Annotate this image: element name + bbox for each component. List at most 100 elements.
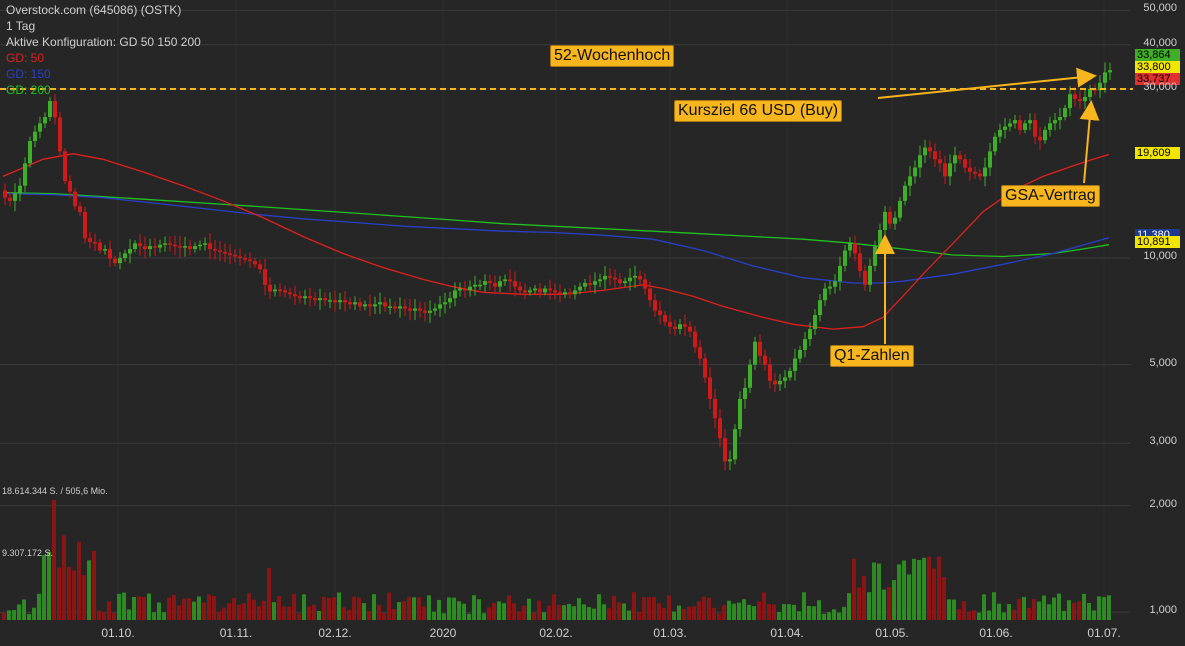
candle-body bbox=[103, 249, 107, 251]
candle-body bbox=[598, 279, 602, 282]
volume-bar bbox=[992, 592, 996, 620]
y-tick-label: 10,000 bbox=[1143, 250, 1177, 262]
candle-body bbox=[703, 358, 707, 378]
candle-body bbox=[318, 298, 322, 301]
volume-bar bbox=[292, 594, 296, 620]
volume-bar bbox=[127, 609, 131, 620]
candle-body bbox=[718, 418, 722, 439]
volume-bar bbox=[282, 606, 286, 620]
candle-body bbox=[158, 244, 162, 248]
candle-body bbox=[663, 315, 667, 322]
candle-body bbox=[1013, 120, 1017, 124]
volume-bar bbox=[272, 602, 276, 620]
candle-body bbox=[1058, 117, 1062, 121]
x-tick-label: 01.11. bbox=[219, 626, 253, 640]
candle-body bbox=[403, 306, 407, 309]
volume-bar bbox=[472, 595, 476, 620]
volume-bar bbox=[357, 597, 361, 620]
candle-body bbox=[638, 275, 642, 280]
volume-bar bbox=[987, 610, 991, 620]
volume-bar bbox=[792, 604, 796, 620]
candle-body bbox=[223, 251, 227, 254]
candle-body bbox=[1083, 96, 1087, 102]
candle-body bbox=[513, 281, 517, 287]
volume-bar bbox=[832, 609, 836, 620]
candle-body bbox=[18, 185, 22, 194]
volume-bar bbox=[907, 574, 911, 620]
candle-body bbox=[778, 380, 782, 385]
target-arrow bbox=[877, 67, 1097, 99]
volume-bar bbox=[1047, 604, 1051, 620]
candle-body bbox=[253, 261, 257, 265]
candle-body bbox=[1073, 94, 1077, 99]
volume-bar bbox=[922, 557, 926, 620]
volume-bar bbox=[177, 605, 181, 620]
ma200-line bbox=[2, 191, 1110, 258]
candle-body bbox=[923, 147, 927, 156]
candle-body bbox=[783, 377, 787, 381]
volume-bar bbox=[762, 592, 766, 620]
ma150-legend: GD: 150 bbox=[6, 67, 51, 81]
candle-body bbox=[518, 286, 522, 291]
volume-bar bbox=[262, 600, 266, 620]
candle-body bbox=[198, 244, 202, 247]
volume-bar bbox=[302, 594, 306, 620]
candle-body bbox=[358, 302, 362, 307]
candle-body bbox=[373, 304, 377, 307]
candle-body bbox=[933, 151, 937, 160]
candle-body bbox=[473, 284, 477, 287]
volume-bar bbox=[457, 601, 461, 620]
volume-bar bbox=[72, 570, 76, 620]
volume-bar bbox=[562, 605, 566, 620]
candle-body bbox=[573, 290, 577, 295]
ma50-value-tag: 19,609 bbox=[1135, 147, 1180, 159]
volume-bar bbox=[87, 560, 91, 620]
volume-bar bbox=[12, 610, 16, 620]
volume-bar bbox=[117, 593, 121, 620]
volume-bar bbox=[972, 610, 976, 620]
volume-bar bbox=[827, 612, 831, 620]
candle-body bbox=[553, 290, 557, 293]
candle-body bbox=[193, 246, 197, 250]
candle-body bbox=[968, 167, 972, 172]
volume-bar bbox=[67, 566, 71, 620]
candle-body bbox=[648, 288, 652, 301]
candle-body bbox=[618, 279, 622, 284]
candle-body bbox=[68, 181, 72, 192]
candle-body bbox=[813, 315, 817, 330]
volume-bar bbox=[387, 592, 391, 620]
candle-body bbox=[563, 292, 567, 295]
x-tick-label: 01.03. bbox=[653, 626, 687, 640]
volume-bar bbox=[462, 603, 466, 620]
candle-body bbox=[363, 304, 367, 307]
volume-bar bbox=[942, 577, 946, 620]
volume-bar bbox=[712, 607, 716, 620]
volume-bar bbox=[517, 611, 521, 620]
candle-body bbox=[93, 241, 97, 244]
candle-body bbox=[788, 370, 792, 378]
volume-bar bbox=[342, 607, 346, 620]
volume-max-label: 18.614.344 S. / 505,6 Mio. bbox=[2, 486, 108, 496]
candle-body bbox=[338, 300, 342, 303]
candle-body bbox=[1098, 82, 1102, 91]
volume-bar bbox=[492, 603, 496, 620]
volume-bar bbox=[27, 613, 31, 620]
candle-body bbox=[333, 300, 337, 303]
volume-bar bbox=[737, 602, 741, 620]
candle-body bbox=[808, 329, 812, 340]
volume-bar bbox=[557, 604, 561, 620]
candle-body bbox=[908, 176, 912, 186]
x-tick-label: 01.05. bbox=[875, 626, 909, 640]
candle-body bbox=[328, 300, 332, 302]
volume-bar bbox=[807, 606, 811, 620]
volume-bar bbox=[642, 597, 646, 620]
volume-bar bbox=[167, 597, 171, 620]
volume-bar bbox=[787, 604, 791, 620]
volume-bar bbox=[652, 597, 656, 620]
volume-bar bbox=[7, 610, 11, 620]
y-tick-label: 2,000 bbox=[1149, 497, 1177, 510]
volume-bar bbox=[487, 607, 491, 620]
candle-body bbox=[693, 331, 697, 348]
volume-bar bbox=[402, 601, 406, 620]
volume-bar bbox=[902, 560, 906, 620]
